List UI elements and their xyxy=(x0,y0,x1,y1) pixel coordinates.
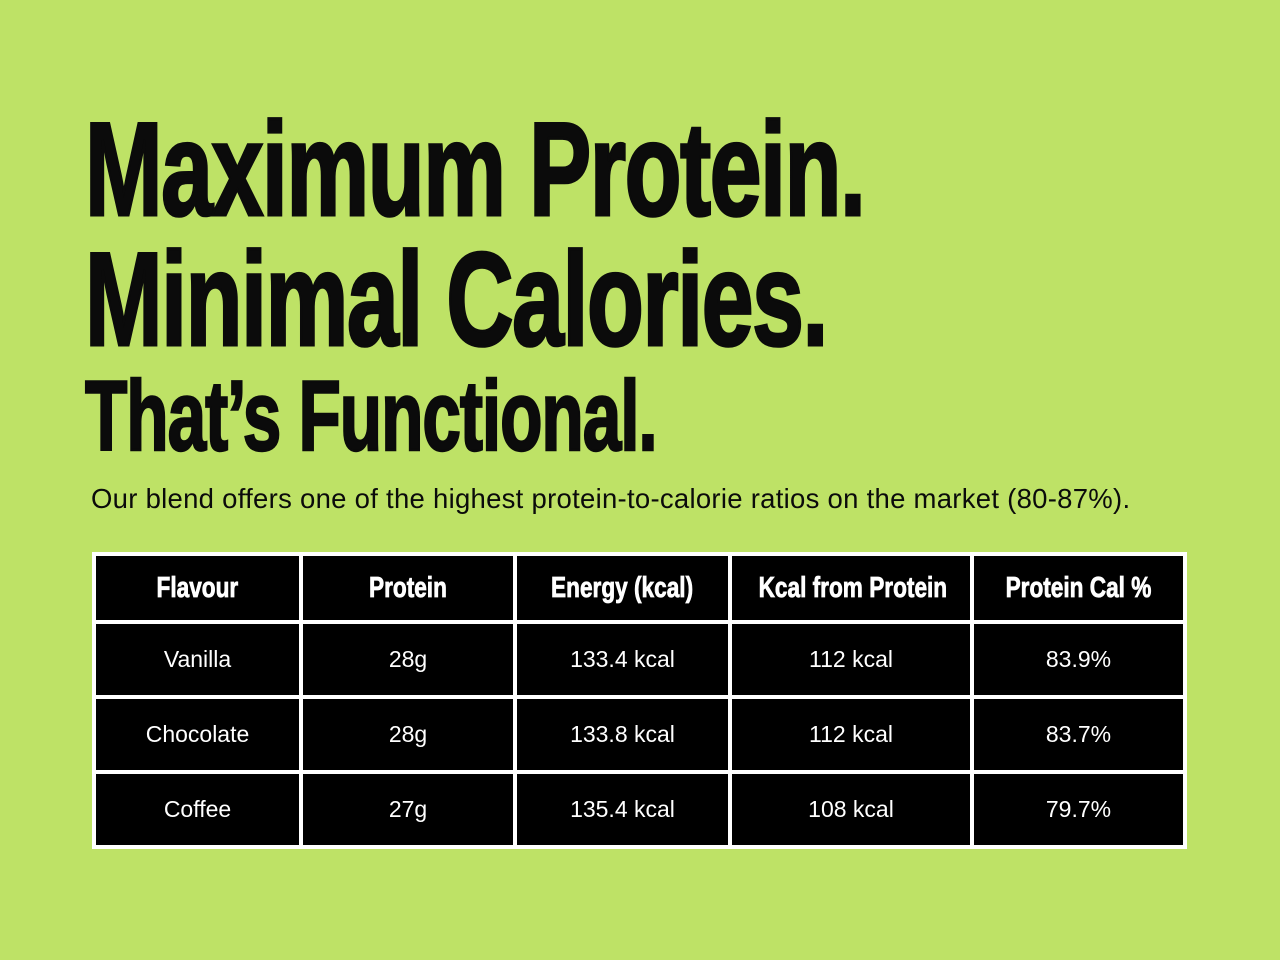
table-row-chocolate: Chocolate 28g 133.8 kcal 112 kcal 83.7% xyxy=(92,695,1187,774)
cell-energy: 133.4 kcal xyxy=(513,620,732,699)
headline-line-2-text: Minimal Calories. xyxy=(84,226,829,374)
table-row-vanilla: Vanilla 28g 133.4 kcal 112 kcal 83.9% xyxy=(92,620,1187,699)
cell-flavour: Vanilla xyxy=(92,620,303,699)
cell-flavour: Chocolate xyxy=(92,695,303,774)
headline-line-3-text: That’s Functional. xyxy=(84,360,658,471)
cell-protein: 28g xyxy=(299,695,517,774)
column-header-energy: Energy (kcal) xyxy=(513,552,732,624)
cell-flavour: Coffee xyxy=(92,770,303,849)
cell-protein: 27g xyxy=(299,770,517,849)
cell-protein-cal-pct: 83.7% xyxy=(970,695,1187,774)
table-header-row: Flavour Protein Energy (kcal) Kcal from … xyxy=(92,552,1187,624)
cell-kcal-from-protein: 112 kcal xyxy=(728,695,974,774)
column-header-protein: Protein xyxy=(299,552,517,624)
subtitle: Our blend offers one of the highest prot… xyxy=(91,483,1131,514)
cell-protein: 28g xyxy=(299,620,517,699)
cell-kcal-from-protein: 112 kcal xyxy=(728,620,974,699)
headline-line-1-text: Maximum Protein. xyxy=(84,96,867,244)
headline-line-2: Minimal Calories. xyxy=(84,226,1145,374)
column-header-flavour: Flavour xyxy=(92,552,303,624)
headline-line-3: That’s Functional. xyxy=(84,360,902,471)
table-row-coffee: Coffee 27g 135.4 kcal 108 kcal 79.7% xyxy=(92,770,1187,849)
cell-kcal-from-protein: 108 kcal xyxy=(728,770,974,849)
cell-energy: 135.4 kcal xyxy=(513,770,732,849)
cell-protein-cal-pct: 83.9% xyxy=(970,620,1187,699)
column-header-kcal-from-protein: Kcal from Protein xyxy=(728,552,974,624)
column-header-protein-cal-pct: Protein Cal % xyxy=(970,552,1187,624)
cell-energy: 133.8 kcal xyxy=(513,695,732,774)
nutrition-table: Flavour Protein Energy (kcal) Kcal from … xyxy=(92,552,1187,849)
cell-protein-cal-pct: 79.7% xyxy=(970,770,1187,849)
headline-line-1: Maximum Protein. xyxy=(84,96,1199,244)
